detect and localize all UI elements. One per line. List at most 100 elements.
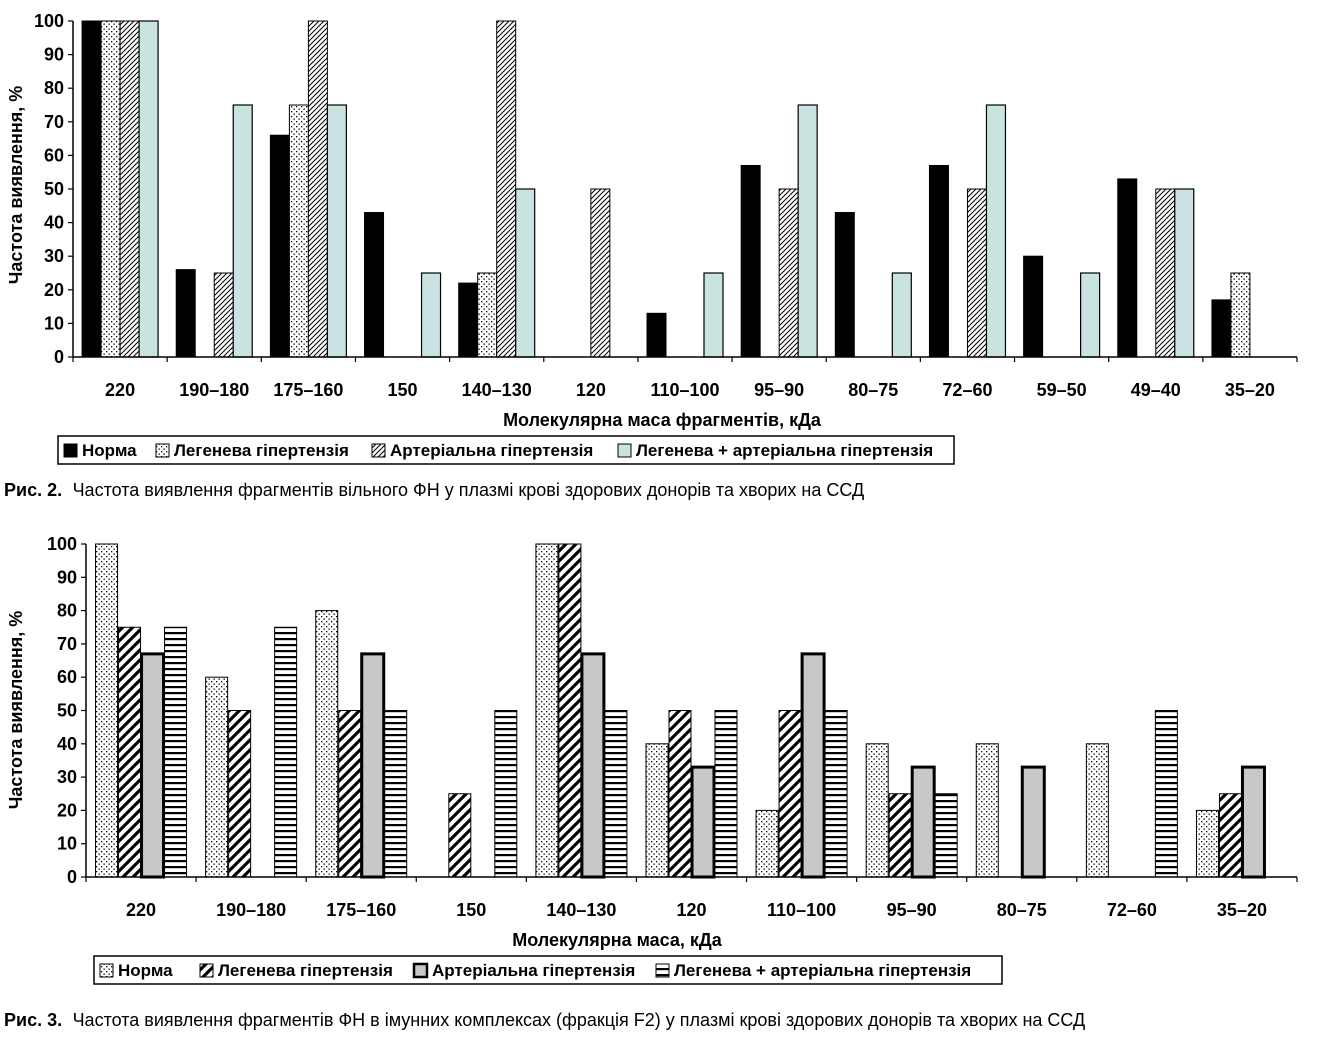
bar-s3-c7 bbox=[934, 793, 958, 878]
x-tick-label: 120 bbox=[676, 900, 706, 920]
chart1-x-axis-label: Молекулярна маса фрагментів, кДа bbox=[503, 410, 822, 430]
bar-s2-c11 bbox=[1155, 188, 1176, 358]
bar-s1-c5 bbox=[668, 710, 692, 878]
bar-s2-c5 bbox=[690, 765, 716, 879]
bar-s0-c4 bbox=[458, 282, 479, 358]
bar-s3-c9 bbox=[1154, 710, 1178, 878]
bar-s3-c0 bbox=[138, 20, 159, 358]
x-tick-label: 190–180 bbox=[216, 900, 286, 920]
bar-s2-c2 bbox=[307, 20, 328, 358]
y-tick-label: 0 bbox=[54, 347, 64, 367]
y-tick-label: 70 bbox=[44, 112, 64, 132]
bar-s2-c8 bbox=[1020, 765, 1046, 879]
legend-swatch bbox=[99, 963, 114, 978]
legend-label: Артеріальна гіпертензія bbox=[390, 441, 593, 460]
bar-s3-c4 bbox=[604, 710, 628, 878]
bar-s3-c11 bbox=[1174, 188, 1195, 358]
chart1-legend: Норма Легенева гіпертензія Артеріальна гіп… bbox=[57, 435, 955, 465]
bar-s0-c7 bbox=[865, 743, 889, 878]
y-tick-label: 50 bbox=[57, 701, 77, 721]
chart2-y-axis-label: Частота виявлення, % bbox=[6, 611, 26, 810]
x-tick-label: 80–75 bbox=[997, 900, 1047, 920]
legend-label: Легенева гіпертензія bbox=[174, 441, 349, 460]
x-tick-label: 35–20 bbox=[1217, 900, 1267, 920]
bar-s3-c1 bbox=[232, 104, 253, 358]
legend-label: Легенева + артеріальна гіпертензія bbox=[636, 441, 933, 460]
bar-s0-c5 bbox=[645, 743, 669, 878]
bar-s0-c0 bbox=[81, 20, 102, 358]
x-tick-label: 190–180 bbox=[179, 380, 249, 400]
bar-s1-c4 bbox=[558, 543, 582, 878]
bar-s0-c4 bbox=[535, 543, 559, 878]
chart1-x-ticks: 220 190–180 175–160 150 140–130 120 110–100 95–… bbox=[72, 357, 1298, 400]
bar-s3-c3 bbox=[494, 710, 518, 878]
bar-s3-c2 bbox=[326, 104, 347, 358]
bar-s3-c8 bbox=[891, 272, 912, 358]
x-tick-label: 120 bbox=[576, 380, 606, 400]
bar-s2-c0 bbox=[119, 20, 140, 358]
bar-s2-c5 bbox=[590, 188, 611, 358]
y-tick-label: 40 bbox=[44, 213, 64, 233]
x-tick-label: 150 bbox=[388, 380, 418, 400]
x-tick-label: 72–60 bbox=[942, 380, 992, 400]
legend-label: Норма bbox=[118, 961, 173, 980]
bar-s1-c2 bbox=[288, 104, 309, 358]
bar-s1-c0 bbox=[118, 626, 142, 878]
legend-swatch bbox=[199, 963, 214, 978]
bar-s3-c5 bbox=[714, 710, 738, 878]
bar-s0-c10 bbox=[1023, 255, 1044, 358]
legend-swatch bbox=[655, 963, 670, 978]
chart2-x-ticks: 220 190–180 175–160 150 140–130 120 110–100 95–… bbox=[85, 877, 1298, 920]
bar-s0-c11 bbox=[1117, 178, 1138, 358]
x-tick-label: 150 bbox=[456, 900, 486, 920]
bar-s0-c9 bbox=[1085, 743, 1109, 878]
x-tick-label: 80–75 bbox=[848, 380, 898, 400]
bar-s2-c10 bbox=[1240, 765, 1266, 879]
chart1-caption: Рис. 2. Частота виявлення фрагментів віл… bbox=[4, 480, 864, 500]
legend-label: Легенева + артеріальна гіпертензія bbox=[674, 961, 971, 980]
bar-s1-c4 bbox=[477, 272, 498, 358]
bar-s2-c2 bbox=[360, 652, 386, 879]
y-tick-label: 80 bbox=[57, 601, 77, 621]
legend-label: Легенева гіпертензія bbox=[218, 961, 393, 980]
bar-s1-c1 bbox=[228, 710, 252, 878]
y-tick-label: 60 bbox=[57, 667, 77, 687]
chart2-legend: Норма Легенева гіпертензія Артеріальна гіп… bbox=[93, 955, 1003, 985]
y-tick-label: 0 bbox=[67, 867, 77, 887]
bar-s3-c4 bbox=[515, 188, 536, 358]
y-tick-label: 20 bbox=[44, 280, 64, 300]
bar-s1-c2 bbox=[338, 710, 362, 878]
y-tick-label: 30 bbox=[57, 767, 77, 787]
x-tick-label: 175–160 bbox=[326, 900, 396, 920]
bar-s3-c6 bbox=[824, 710, 848, 878]
bar-s2-c4 bbox=[496, 20, 517, 358]
bar-s0-c12 bbox=[1211, 299, 1232, 358]
chart2-caption-label: Рис. 3. bbox=[4, 1010, 62, 1030]
bar-s1-c10 bbox=[1218, 793, 1242, 878]
y-tick-label: 50 bbox=[44, 179, 64, 199]
y-tick-label: 90 bbox=[44, 45, 64, 65]
bar-s1-c0 bbox=[100, 20, 121, 358]
bar-s2-c7 bbox=[910, 765, 936, 879]
chart2-caption: Рис. 3. Частота виявлення фрагментів ФН … bbox=[4, 1010, 1085, 1030]
chart1-y-ticks: 0 10 20 30 40 50 60 70 80 90 100 bbox=[34, 11, 73, 367]
bar-s3-c9 bbox=[985, 104, 1007, 358]
y-tick-label: 90 bbox=[57, 567, 77, 587]
bar-s0-c0 bbox=[95, 543, 119, 878]
bar-s0-c8 bbox=[975, 743, 999, 878]
chart2-x-axis-label: Молекулярна маса, кДа bbox=[512, 930, 723, 950]
x-tick-label: 59–50 bbox=[1037, 380, 1087, 400]
bar-s0-c1 bbox=[175, 269, 196, 358]
x-tick-label: 110–100 bbox=[767, 900, 836, 920]
bar-s2-c7 bbox=[778, 188, 799, 358]
bar-s0-c10 bbox=[1195, 809, 1219, 878]
bar-s2-c4 bbox=[580, 652, 606, 879]
y-tick-label: 10 bbox=[57, 834, 77, 854]
x-tick-label: 140–130 bbox=[462, 380, 532, 400]
bar-s3-c10 bbox=[1080, 272, 1101, 358]
bar-s2-c0 bbox=[140, 652, 166, 879]
y-tick-label: 10 bbox=[44, 313, 64, 333]
bar-s1-c3 bbox=[448, 793, 472, 878]
legend-label: Норма bbox=[82, 441, 137, 460]
legend-swatch bbox=[63, 443, 78, 458]
